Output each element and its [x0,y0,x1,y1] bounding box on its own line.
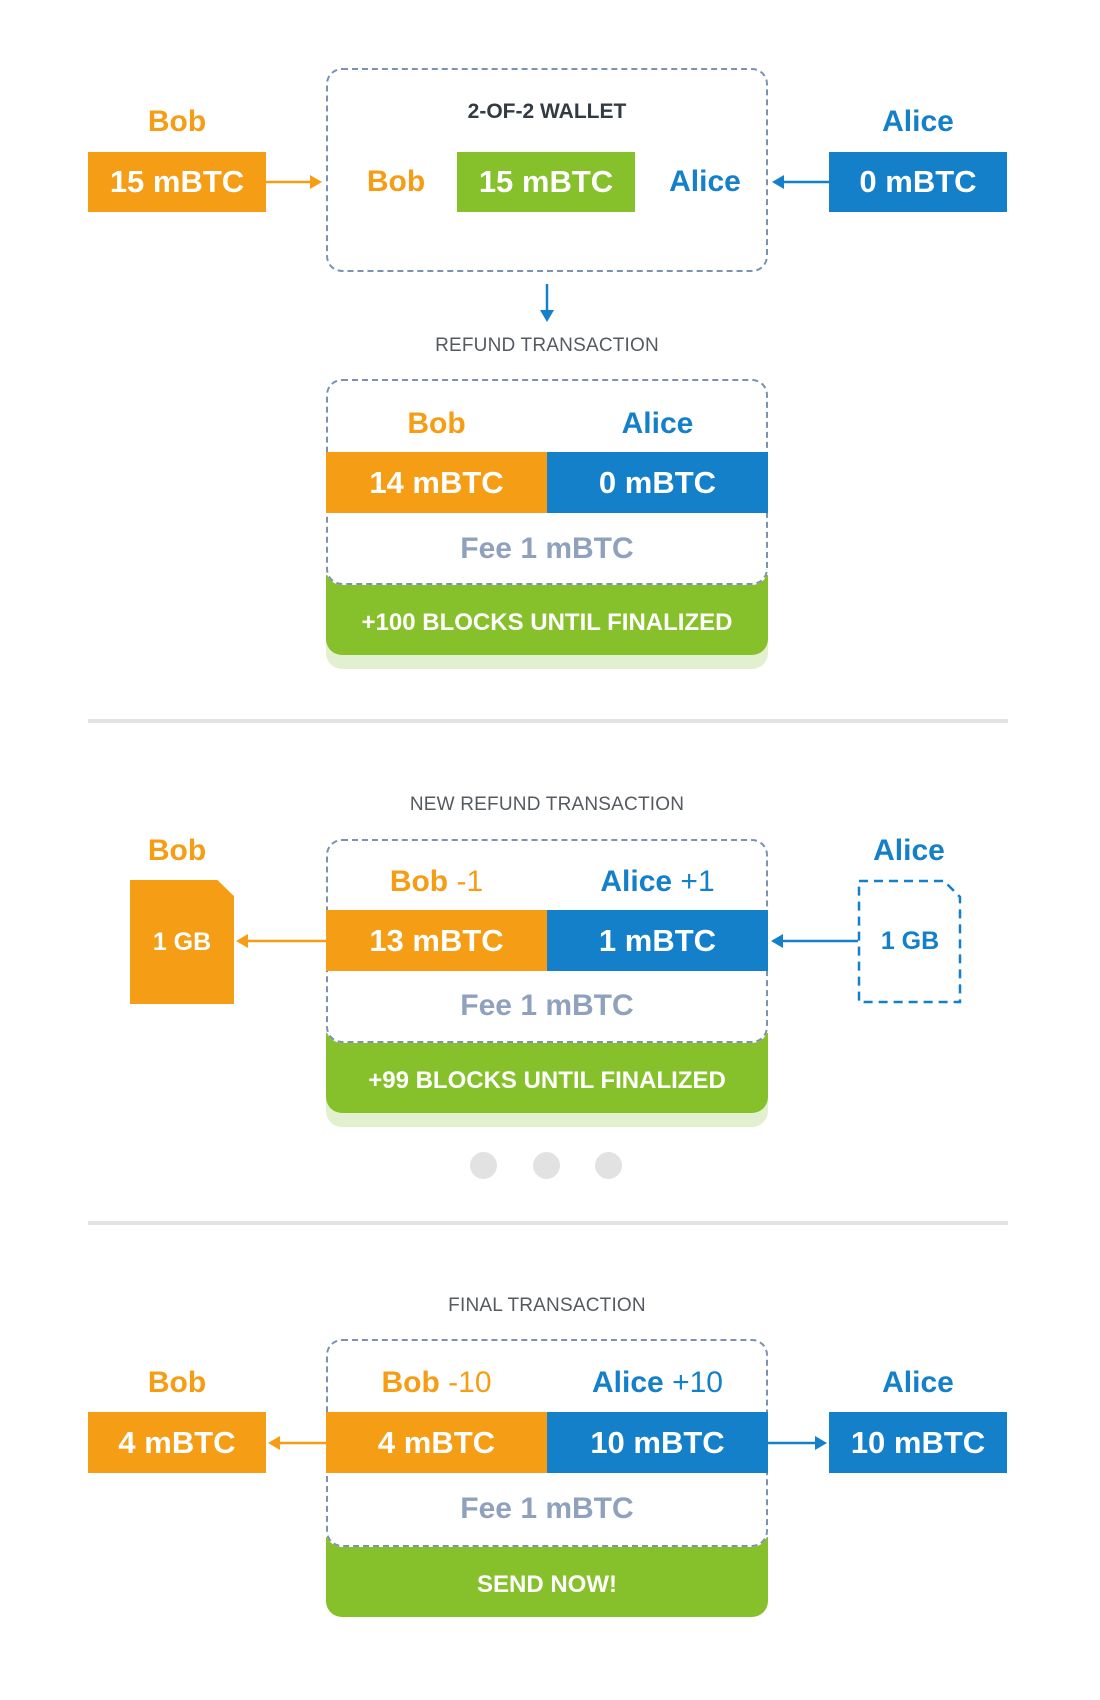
wallet-title: 2-OF-2 WALLET [467,100,627,123]
final-caption: FINAL TRANSACTION [448,1295,646,1316]
funding-arrows [266,175,829,322]
bob-final-balance: 4 mBTC [88,1412,266,1473]
bob-file-icon: 1 GB [130,880,234,1004]
bob-file-size: 1 GB [152,927,212,956]
alice-label-3: Alice [882,1366,954,1399]
refund-status-band: +100 BLOCKS UNTIL FINALIZED [326,575,768,655]
refund-bob-amount: 14 mBTC [326,452,547,513]
alice-file-icon [857,879,962,1004]
final-alice-amount: 10 mBTC [547,1412,768,1473]
new-refund-bob-name: Bob [389,865,449,898]
arrow-alice-to-card [771,934,858,948]
refund-alice-label: Alice [621,407,694,440]
alice-file-size: 1 GB [880,927,940,955]
wallet-container [326,68,768,272]
wallet-bob-label: Bob [366,165,426,198]
refund-fee: Fee 1 mBTC [460,532,634,565]
new-refund-bob-label: Bob -1 [326,864,547,900]
dot [595,1152,622,1179]
refund-caption: REFUND TRANSACTION [435,335,659,356]
arrow-wallet-to-refund [540,284,554,322]
send-now-label: SEND NOW! [477,1571,617,1598]
new-refund-alice-delta: +1 [680,865,715,898]
final-fee: Fee 1 mBTC [460,1492,634,1525]
arrow-card-to-alice [768,1436,827,1450]
new-refund-alice-amount: 1 mBTC [547,910,768,971]
new-refund-status-band: +99 BLOCKS UNTIL FINALIZED [326,1033,768,1113]
arrow-card-to-bob [268,1436,326,1450]
payout-arrows [268,1436,827,1450]
final-alice-label: Alice +10 [547,1365,768,1401]
dot [470,1152,497,1179]
wallet-alice-label: Alice [669,165,741,198]
wallet-balance: 15 mBTC [457,152,635,212]
bob-label: Bob [147,105,207,138]
arrow-to-bob-file [236,934,326,948]
final-bob-label: Bob -10 [326,1365,547,1401]
final-bob-amount: 4 mBTC [326,1412,547,1473]
alice-label-2: Alice [873,834,945,867]
alice-label: Alice [882,105,954,138]
arrow-alice-to-wallet [772,175,829,189]
alice-balance: 0 mBTC [829,152,1007,212]
refund-alice-amount: 0 mBTC [547,452,768,513]
final-alice-delta: +10 [672,1366,723,1399]
file-transfer-arrows [236,934,858,948]
final-status-band[interactable]: SEND NOW! [326,1537,768,1617]
arrow-bob-to-wallet [266,175,322,189]
new-refund-alice-label: Alice +1 [547,864,768,900]
new-refund-bob-delta: -1 [456,865,484,898]
new-refund-fee: Fee 1 mBTC [460,989,634,1022]
new-refund-alice-name: Alice [600,865,673,898]
new-refund-caption: NEW REFUND TRANSACTION [409,794,685,815]
section-divider-2 [88,1221,1008,1225]
final-alice-name: Alice [592,1366,664,1399]
bob-balance: 15 mBTC [88,152,266,212]
bob-label-3: Bob [147,1366,207,1399]
bob-label-2: Bob [147,834,207,867]
alice-final-balance: 10 mBTC [829,1412,1007,1473]
section-divider-1 [88,719,1008,723]
dot [533,1152,560,1179]
refund-bob-label: Bob [407,407,466,440]
final-bob-delta: -10 [448,1366,492,1399]
new-refund-bob-amount: 13 mBTC [326,910,547,971]
final-bob-name: Bob [381,1366,440,1399]
